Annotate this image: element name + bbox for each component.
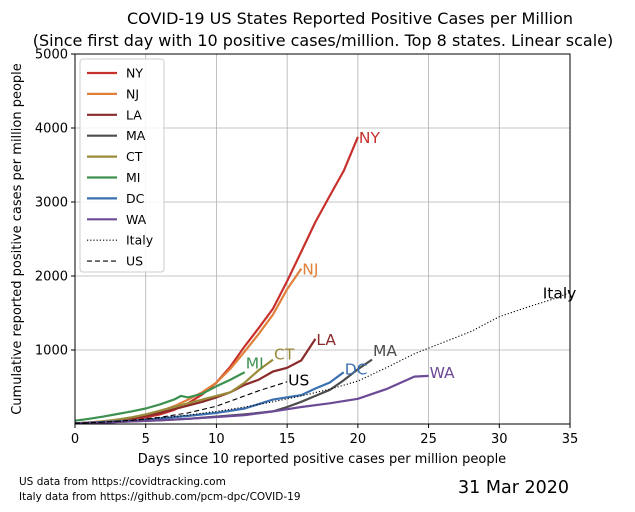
x-tick-label: 15	[279, 432, 296, 447]
end-label-la: LA	[316, 331, 336, 349]
series-line-italy	[74, 291, 571, 424]
series-layer	[74, 136, 571, 425]
y-tick-label: 2000	[35, 270, 68, 285]
end-label-nj: NJ	[302, 261, 318, 279]
x-tick-label: 30	[491, 432, 508, 447]
x-tick-label: 10	[208, 432, 225, 447]
legend-label-ct: CT	[126, 149, 143, 164]
legend-label-ma: MA	[126, 128, 146, 143]
footnote-us: US data from https://covidtracking.com	[19, 476, 226, 488]
y-tick-label: 1000	[35, 344, 68, 359]
legend-label-dc: DC	[126, 191, 145, 206]
footnote-italy: Italy data from https://github.com/pcm-d…	[19, 491, 301, 503]
x-axis-label: Days since 10 reported positive cases pe…	[138, 452, 506, 467]
end-label-wa: WA	[430, 364, 455, 382]
legend-label-la: LA	[126, 107, 142, 122]
legend-label-italy: Italy	[126, 233, 154, 248]
y-axis-label: Cumulative reported positive cases per m…	[10, 63, 25, 415]
end-label-ma: MA	[373, 342, 397, 360]
series-line-nj	[74, 267, 303, 425]
x-tick-label: 35	[562, 432, 579, 447]
end-label-ct: CT	[274, 346, 295, 364]
ticks: 0 5 10 15 20 25 30 35 1000 2000 3000 4000 5000	[35, 48, 578, 448]
chart-title: COVID-19 US States Reported Positive Cas…	[127, 9, 573, 28]
y-tick-label: 3000	[35, 196, 68, 211]
y-tick-label: 5000	[35, 48, 68, 63]
plot-frame	[74, 53, 571, 425]
legend-label-wa: WA	[126, 212, 147, 227]
x-tick-label: 25	[420, 432, 437, 447]
series-line-us	[74, 381, 288, 424]
end-label-dc: DC	[345, 361, 368, 379]
x-tick-label: 0	[71, 432, 79, 447]
end-label-us: US	[288, 372, 309, 390]
date-label: 31 Mar 2020	[458, 478, 569, 498]
chart-subtitle: (Since first day with 10 positive cases/…	[33, 31, 614, 50]
legend-label-nj: NJ	[126, 86, 139, 101]
legend: NY NJ LA MA CT MI DC WA Italy US	[79, 58, 165, 273]
end-labels: NY NJ LA MA CT MI DC WA US Italy	[246, 129, 577, 390]
x-tick-label: 5	[142, 432, 150, 447]
end-label-italy: Italy	[543, 284, 577, 302]
x-tick-label: 20	[350, 432, 367, 447]
legend-label-ny: NY	[126, 66, 143, 81]
series-line-mi	[74, 371, 246, 422]
end-label-ny: NY	[359, 129, 381, 147]
series-line-wa	[74, 374, 429, 425]
end-label-mi: MI	[246, 355, 264, 373]
legend-label-mi: MI	[126, 170, 140, 185]
legend-label-us: US	[126, 254, 143, 269]
y-tick-label: 4000	[35, 122, 68, 137]
